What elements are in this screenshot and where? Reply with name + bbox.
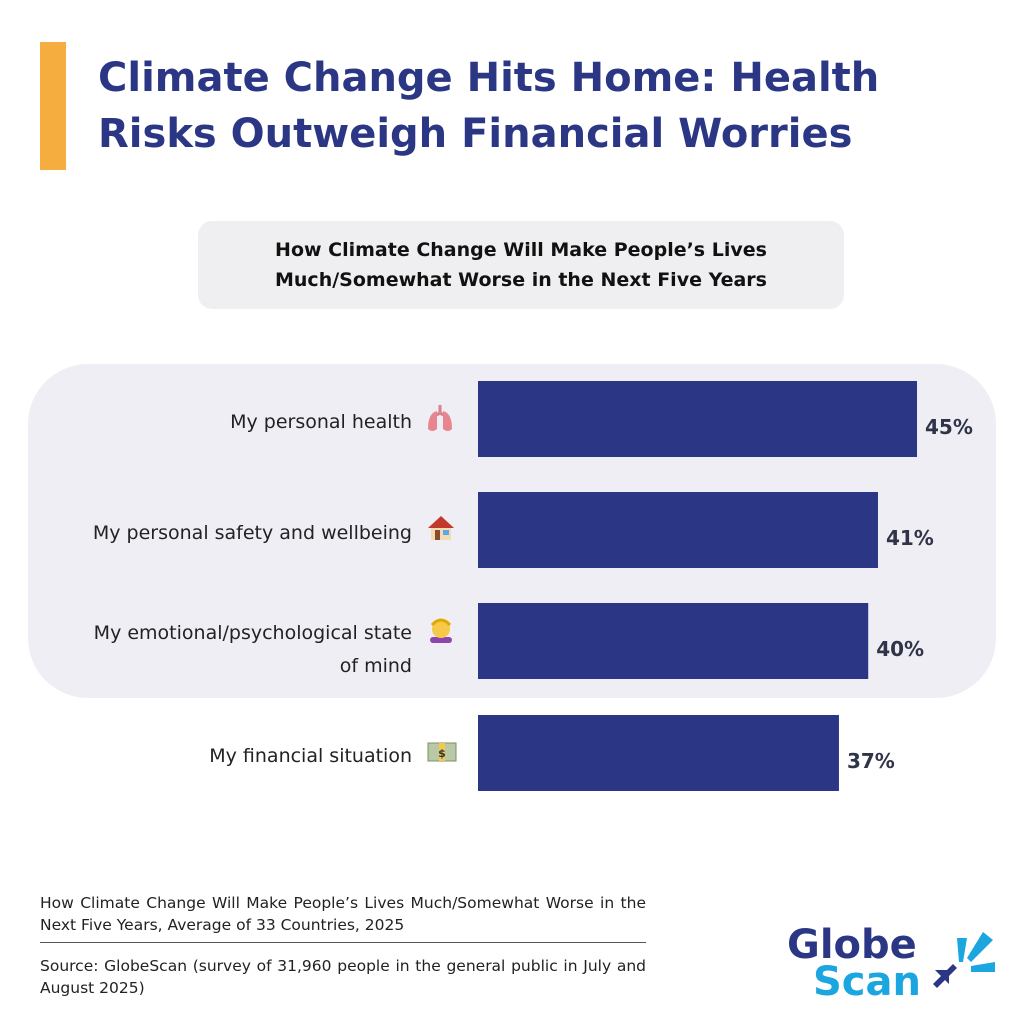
value-label: 41% xyxy=(886,526,934,550)
bar-3 xyxy=(478,603,869,679)
value-label: 37% xyxy=(847,749,895,773)
chart-title: How Climate Change Will Make People’s Li… xyxy=(275,239,767,291)
bar-1 xyxy=(478,381,917,457)
category-label: My emotional/psychological state xyxy=(94,622,412,644)
logo-globe: Globe xyxy=(787,922,917,968)
chart-title-box: How Climate Change Will Make People’s Li… xyxy=(198,221,844,309)
page-title: Climate Change Hits Home: Health Risks O… xyxy=(98,55,880,157)
svg-text:$: $ xyxy=(438,747,446,760)
logo-scan: Scan xyxy=(813,959,921,1002)
globescan-logo: Globe Scan xyxy=(787,922,995,1002)
value-label: 40% xyxy=(876,637,924,661)
category-label: My financial situation xyxy=(209,745,412,767)
bar-2 xyxy=(478,492,878,568)
divider xyxy=(40,942,646,943)
category-label: My personal health xyxy=(230,411,412,433)
category-label: of mind xyxy=(340,655,412,677)
title-accent-bar xyxy=(40,42,66,170)
caption: How Climate Change Will Make People’s Li… xyxy=(40,894,646,934)
bar-4 xyxy=(478,715,839,791)
value-label: 45% xyxy=(925,415,973,439)
category-label: My personal safety and wellbeing xyxy=(93,522,412,544)
source-note: Source: GlobeScan (survey of 31,960 peop… xyxy=(40,957,646,997)
